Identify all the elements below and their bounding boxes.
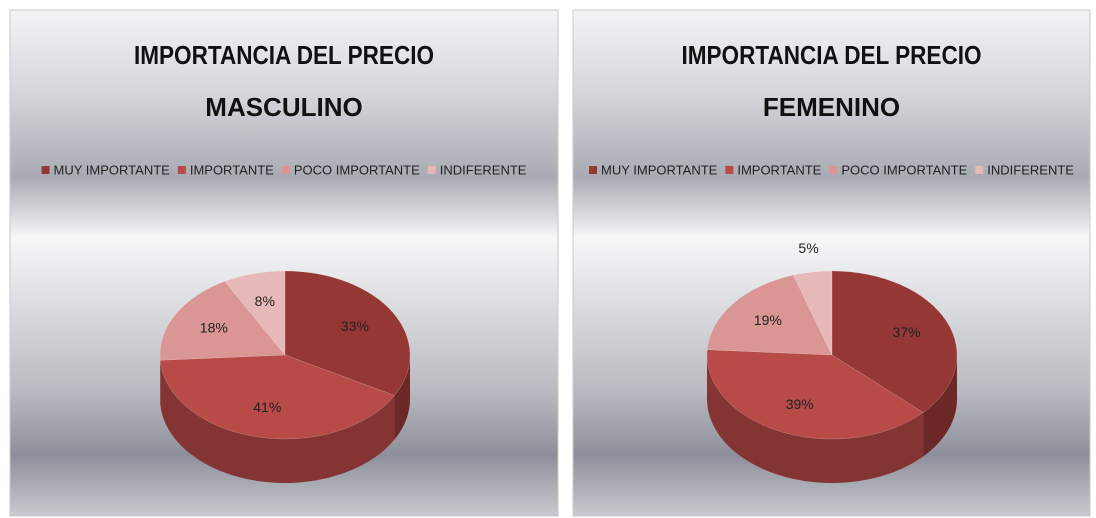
data-label: 37% [893, 324, 921, 340]
slice [706, 274, 833, 356]
slice-side [394, 355, 410, 440]
legend-label: POCO IMPORTANTE [294, 162, 420, 177]
legend-swatch [829, 166, 838, 174]
data-label: 18% [200, 319, 228, 335]
legend-swatch [281, 166, 290, 174]
data-label: 41% [253, 399, 281, 415]
legend-swatch [589, 166, 598, 174]
chart: IMPORTANCIA DEL PRECIO FEMENINO MUY IMPORT… [572, 9, 1091, 517]
chart-subtitle: MASCULINO [205, 92, 362, 122]
legend-swatch [975, 166, 984, 174]
data-label: 33% [341, 318, 369, 334]
chart-title: IMPORTANCIA DEL PRECIO [682, 40, 982, 70]
legend-label: IMPORTANTE [737, 162, 821, 177]
data-label: 19% [754, 312, 782, 328]
legend-swatch [177, 166, 186, 174]
data-label: 39% [786, 396, 814, 412]
slice [831, 270, 958, 413]
slice [224, 270, 286, 356]
slice-side [160, 360, 395, 483]
legend-swatch [41, 166, 50, 174]
data-label: 8% [255, 293, 275, 309]
legend-label: MUY IMPORTANTE [601, 162, 718, 177]
chart: IMPORTANCIA DEL PRECIO MASCULINO MUY IMPOR… [9, 9, 559, 517]
legend-swatch [725, 166, 734, 174]
legend-swatch [427, 166, 436, 174]
slice [159, 354, 395, 440]
legend-label: POCO IMPORTANTE [841, 162, 967, 177]
slice [706, 349, 924, 440]
chart-title: IMPORTANCIA DEL PRECIO [134, 40, 434, 70]
data-label: 5% [798, 240, 818, 256]
slice [159, 281, 286, 361]
legend-label: IMPORTANTE [190, 162, 274, 177]
slice-side [707, 355, 924, 484]
chart-subtitle: FEMENINO [763, 92, 900, 122]
legend-label: INDIFERENTE [987, 162, 1074, 177]
legend-label: MUY IMPORTANTE [54, 162, 171, 177]
slice [793, 270, 833, 356]
slice [284, 270, 411, 396]
slice-side [923, 355, 957, 457]
legend-label: INDIFERENTE [440, 162, 527, 177]
